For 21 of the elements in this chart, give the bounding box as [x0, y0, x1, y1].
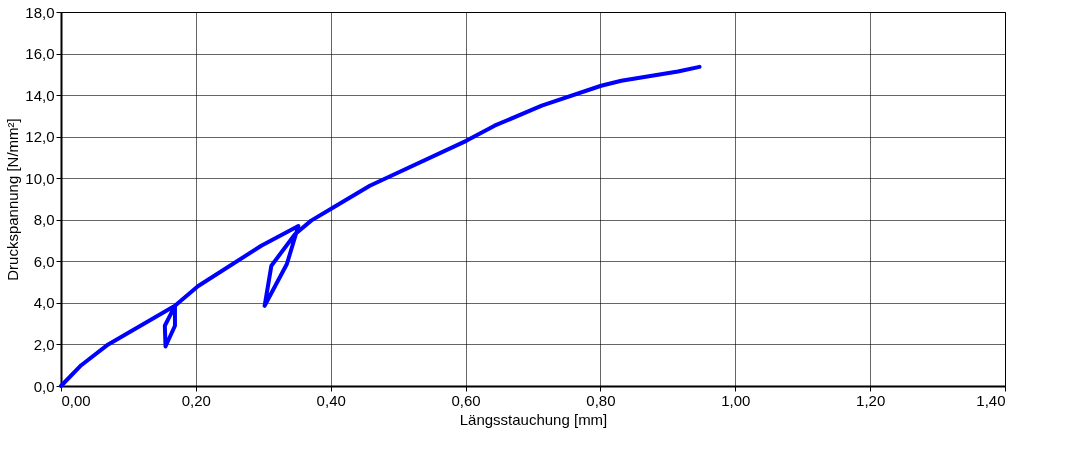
- y-tick-label: 16,0: [25, 45, 55, 63]
- x-tick-label: 1,00: [721, 391, 751, 409]
- y-tick-label: 2,0: [33, 335, 55, 353]
- y-tick-label: 18,0: [25, 3, 55, 21]
- x-tick-label: 0,00: [61, 391, 91, 409]
- line-series: [59, 64, 702, 388]
- y-tick-label: 10,0: [25, 169, 55, 187]
- x-tick-label: 1,20: [856, 391, 886, 409]
- y-axis-title: Druckspannung [N/mm²]: [4, 118, 22, 281]
- x-tick-label: 0,20: [181, 391, 211, 409]
- y-tick-label: 8,0: [33, 211, 55, 229]
- x-axis-title: Längsstauchung [mm]: [459, 410, 608, 428]
- x-tick-label: 0,40: [316, 391, 346, 409]
- x-tick-label: 0,80: [586, 391, 616, 409]
- y-tick-label: 0,0: [33, 377, 55, 395]
- x-tick-label: 1,40: [976, 391, 1006, 409]
- x-tick-label: 0,60: [451, 391, 481, 409]
- y-tick-label: 4,0: [33, 294, 55, 312]
- y-tick-label: 14,0: [25, 86, 55, 104]
- y-tick-label: 12,0: [25, 128, 55, 146]
- y-tick-label: 6,0: [33, 252, 55, 270]
